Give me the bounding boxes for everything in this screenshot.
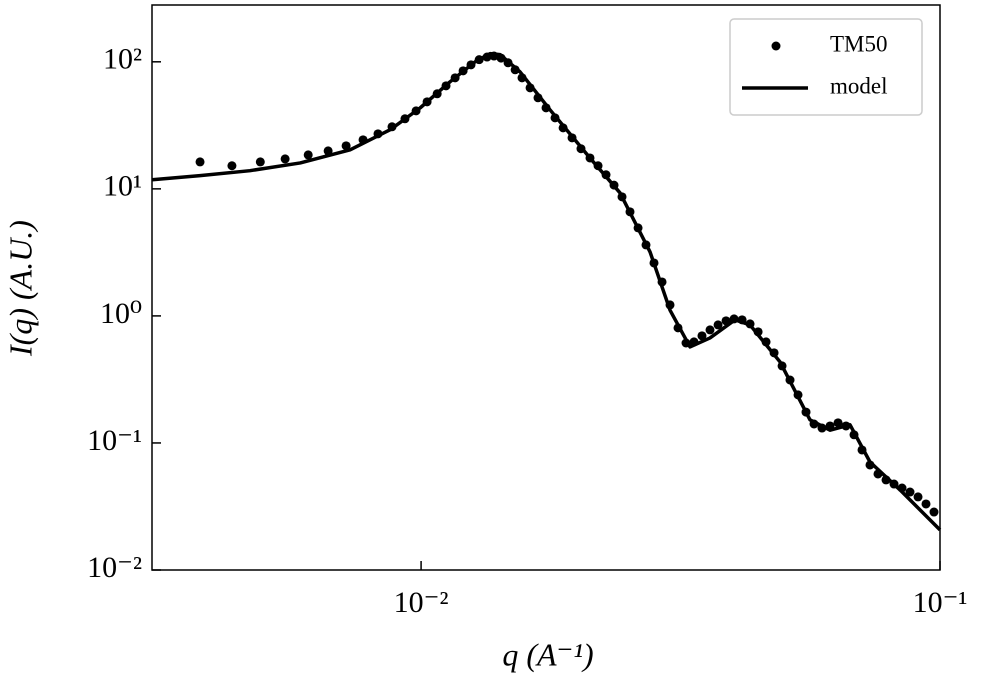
legend-box (729, 18, 923, 116)
model-line (152, 51, 942, 532)
x-tick-label: 10⁻² (394, 586, 449, 619)
y-tick-label: 10² (103, 43, 142, 76)
plot-frame (151, 4, 941, 571)
data-point (705, 325, 715, 335)
data-point (929, 507, 939, 517)
data-point (913, 492, 923, 502)
x-tick-label: 10⁻¹ (913, 586, 968, 619)
legend-label: model (830, 73, 888, 98)
data-point (905, 487, 915, 497)
legend-marker (771, 41, 781, 51)
y-tick-label: 10⁻² (87, 551, 142, 584)
y-tick-label: 10⁰ (100, 297, 142, 330)
data-point (341, 141, 351, 151)
data-point (323, 146, 333, 156)
data-point (833, 418, 843, 428)
data-point (713, 320, 723, 330)
data-point (697, 331, 707, 341)
data-point (195, 157, 205, 167)
data-point (227, 161, 237, 171)
y-tick-label: 10⁻¹ (87, 424, 142, 457)
legend-label: TM50 (830, 31, 888, 56)
data-point (255, 157, 265, 167)
y-tick-label: 10¹ (103, 170, 142, 203)
x-axis-label: q (A⁻¹) (502, 636, 593, 672)
y-axis-label: I(q) (A.U.) (2, 220, 38, 357)
data-point (921, 499, 931, 509)
data-point (303, 150, 313, 160)
data-point (280, 154, 290, 164)
